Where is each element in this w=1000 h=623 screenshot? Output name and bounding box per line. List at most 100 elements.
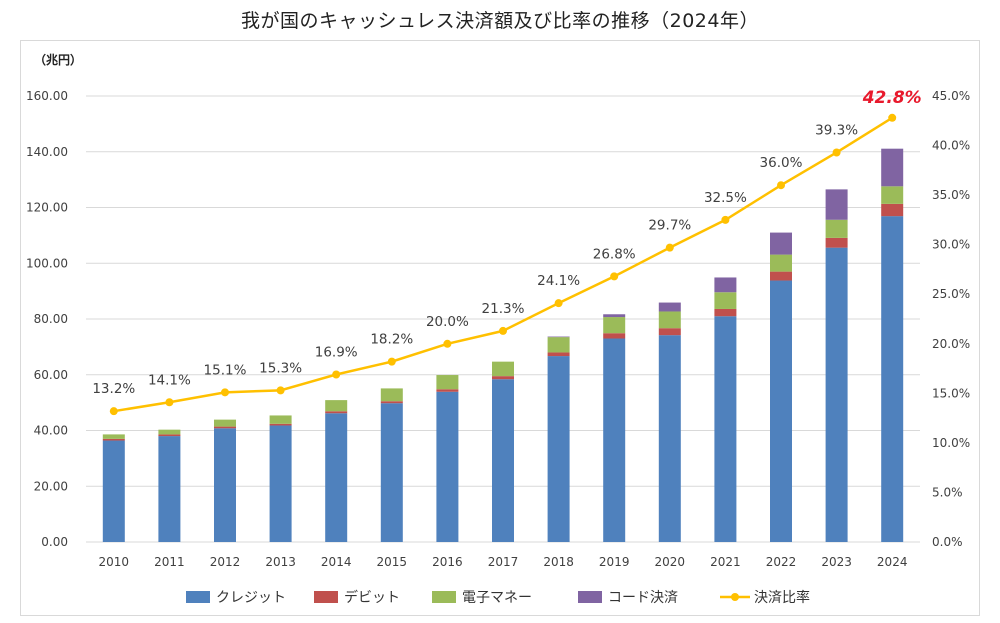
y-tick-label: 100.00 — [26, 256, 68, 270]
ratio-point — [165, 398, 174, 407]
x-tick-label: 2022 — [766, 555, 797, 569]
ratio-data-label: 14.1% — [148, 372, 191, 388]
bar-segment — [658, 328, 681, 336]
bar-segment — [770, 271, 792, 281]
ratio-data-label: 39.3% — [815, 122, 858, 138]
legend-label: クレジット — [216, 590, 286, 606]
bar-segment — [881, 186, 904, 204]
bar-segment — [269, 423, 292, 426]
ratio-data-label: 18.2% — [370, 332, 413, 348]
bar-segment — [380, 401, 403, 404]
ratio-point — [443, 339, 452, 348]
x-tick-label: 2012 — [210, 555, 241, 569]
x-tick-label: 2016 — [432, 555, 463, 569]
y2-tick-label: 35.0% — [932, 188, 970, 202]
bar-segment — [825, 237, 848, 248]
y-tick-label: 40.00 — [34, 424, 68, 438]
ratio-data-label: 15.3% — [259, 360, 302, 376]
x-tick-label: 2018 — [543, 555, 574, 569]
y-tick-label: 80.00 — [34, 312, 68, 326]
bar-segment — [547, 336, 570, 338]
ratio-data-label: 24.1% — [537, 273, 580, 289]
ratio-point — [554, 299, 563, 308]
x-tick-label: 2015 — [377, 555, 408, 569]
bar-segment — [102, 440, 125, 542]
bar-segment — [269, 415, 292, 424]
ratio-point — [276, 386, 285, 395]
bar-segment — [325, 400, 348, 412]
bar-segment — [714, 292, 737, 309]
bar-segment — [658, 335, 681, 542]
chart-title: 我が国のキャッシュレス決済額及び比率の推移（2024年） — [241, 10, 759, 32]
legend-label: 電子マネー — [462, 590, 532, 606]
bar-segment — [158, 429, 181, 435]
ratio-data-label: 13.2% — [92, 381, 135, 397]
bar-segment — [547, 356, 570, 542]
chart-frame — [20, 40, 980, 616]
y-unit-label: （兆円） — [34, 52, 82, 67]
bar-segment — [714, 316, 737, 542]
bar-segment — [881, 148, 904, 187]
ratio-data-label: 16.9% — [315, 345, 358, 361]
bar-segment — [436, 391, 459, 542]
ratio-data-label: 26.8% — [593, 246, 636, 262]
bar-segment — [492, 361, 514, 377]
ratio-point — [777, 181, 785, 190]
bar-segment — [825, 189, 848, 220]
y-tick-label: 60.00 — [34, 368, 68, 382]
bar-segment — [547, 352, 570, 357]
x-tick-label: 2013 — [265, 555, 296, 569]
y-tick-label: 120.00 — [26, 201, 68, 215]
bar-segment — [714, 277, 737, 293]
ratio-point — [221, 388, 229, 397]
ratio-point — [387, 357, 396, 366]
legend-swatch — [432, 591, 456, 603]
ratio-point — [665, 243, 674, 252]
bar-segment — [214, 419, 236, 427]
bar-segment — [436, 389, 459, 392]
x-tick-label: 2017 — [488, 555, 519, 569]
ratio-point — [832, 148, 841, 157]
bar-segment — [214, 426, 236, 429]
bar-segment — [603, 338, 626, 542]
bar-segment — [380, 403, 403, 542]
bar-segment — [770, 254, 792, 272]
x-tick-label: 2021 — [710, 555, 741, 569]
y2-tick-label: 0.0% — [932, 535, 963, 549]
bar-segment — [492, 376, 514, 380]
bar-segment — [380, 388, 403, 402]
bar-segment — [269, 425, 292, 542]
legend-label: 決済比率 — [754, 589, 810, 606]
x-tick-label: 2014 — [321, 555, 352, 569]
ratio-data-label: 21.3% — [482, 301, 525, 317]
x-tick-label: 2024 — [877, 555, 908, 569]
y-tick-label: 140.00 — [26, 145, 68, 159]
ratio-data-label: 36.0% — [760, 155, 803, 171]
legend-marker — [731, 593, 739, 601]
bar-segment — [658, 302, 681, 312]
bar-segment — [881, 203, 904, 217]
y2-tick-label: 40.0% — [932, 139, 970, 153]
bar-segment — [436, 375, 459, 390]
bar-segment — [214, 428, 236, 542]
legend-label: デビット — [344, 589, 400, 606]
legend-label: コード決済 — [608, 590, 678, 606]
ratio-point — [109, 407, 118, 416]
legend-swatch — [314, 591, 338, 603]
ratio-point — [888, 113, 897, 122]
y2-tick-label: 5.0% — [932, 485, 963, 499]
ratio-data-label: 42.8% — [862, 88, 922, 108]
bar-segment — [603, 317, 626, 334]
ratio-point — [332, 370, 341, 379]
y-tick-label: 160.00 — [26, 89, 68, 103]
bar-segment — [492, 379, 514, 542]
ratio-data-label: 15.1% — [204, 362, 247, 378]
x-tick-label: 2019 — [599, 555, 630, 569]
y2-tick-label: 45.0% — [932, 89, 970, 103]
bar-segment — [603, 314, 626, 318]
bar-segment — [603, 333, 626, 339]
bar-segment — [102, 434, 125, 439]
ratio-point — [721, 215, 730, 224]
